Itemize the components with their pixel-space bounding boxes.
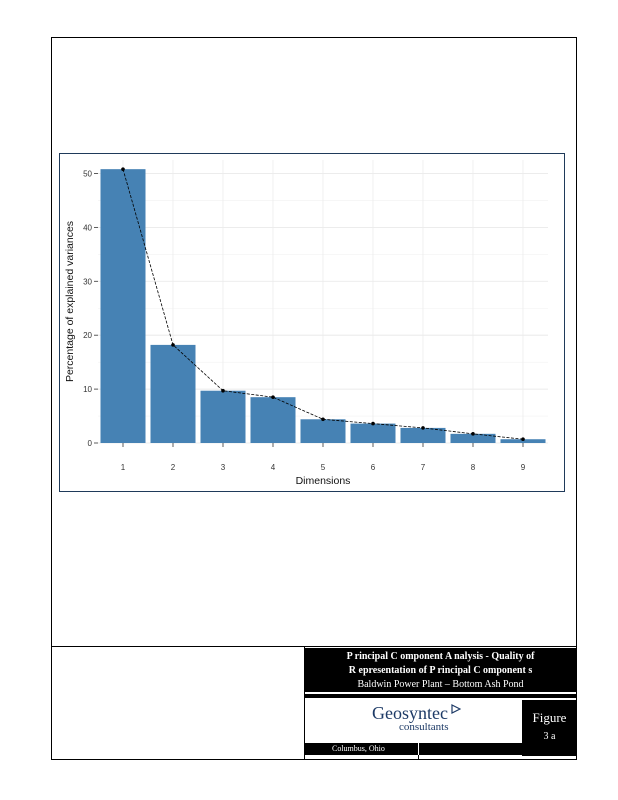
company-subtitle: consultants (399, 721, 449, 733)
x-tick-label: 8 (471, 463, 476, 472)
x-tick-label: 6 (371, 463, 376, 472)
bar (300, 419, 346, 443)
figure-title-line-3: Baldwin Power Plant – Bottom Ash Pond (357, 679, 524, 690)
line-point (171, 343, 175, 347)
page-frame (51, 37, 577, 760)
x-tick-label: 1 (121, 463, 126, 472)
title-block-divider (304, 646, 305, 760)
line-point (221, 388, 225, 393)
x-axis-title: Dimensions (296, 475, 351, 487)
figure-title-line-1: P rincipal C omponent A nalysis - Qualit… (346, 651, 535, 662)
figure-title-block: P rincipal C omponent A nalysis - Qualit… (304, 648, 577, 692)
line-point (121, 167, 125, 171)
bar (450, 433, 496, 443)
x-tick-label: 9 (521, 463, 526, 472)
x-tick-label: 2 (171, 463, 176, 472)
line-point (271, 395, 275, 399)
location-split (418, 743, 419, 755)
bar (250, 397, 296, 443)
location-bar: Columbus, Ohio (304, 743, 522, 755)
figure-title-line-2: R epresentation of P rincipal C omponent… (348, 665, 533, 676)
line-point (371, 421, 375, 426)
bar (500, 439, 546, 443)
line-point (471, 432, 475, 436)
x-tick-label: 4 (271, 463, 276, 472)
y-tick-label: 30 (83, 277, 92, 286)
x-tick-label: 3 (221, 463, 226, 472)
location-text: Columbus, Ohio (332, 744, 385, 753)
company-name: Geosyntec (372, 703, 448, 723)
y-tick-label: 40 (83, 223, 92, 232)
company-logo: Geosyntec consultants (304, 700, 522, 740)
y-tick-label: 20 (83, 331, 92, 340)
y-axis-title: Percentage of explained variances (64, 221, 76, 382)
line-point (321, 417, 325, 422)
bar (100, 169, 146, 443)
figure-label: Figure (532, 710, 567, 725)
bar (150, 344, 196, 443)
y-tick-label: 0 (88, 439, 93, 448)
x-tick-label: 5 (321, 463, 326, 472)
bar (200, 390, 246, 443)
line-point (421, 426, 425, 430)
x-tick-label: 7 (421, 463, 426, 472)
title-block-top-line (51, 646, 577, 647)
y-tick-label: 10 (83, 385, 92, 394)
line-point (521, 437, 525, 442)
y-tick-label: 50 (83, 169, 92, 178)
bar (350, 423, 396, 443)
bar (400, 427, 446, 443)
figure-number: 3 a (543, 731, 556, 742)
title-block-separator (304, 694, 577, 698)
explained-variance-chart: 0 10 20 30 40 50 1 2 3 4 5 6 7 8 9 Dimensions Percentage… (64, 160, 548, 487)
figure-number-box: Figure 3 a (522, 700, 577, 756)
chart-panel: 0 10 20 30 40 50 1 2 3 4 5 6 7 8 9 Dimensions Percentage… (59, 153, 565, 492)
logo-arrow-icon (451, 704, 461, 714)
